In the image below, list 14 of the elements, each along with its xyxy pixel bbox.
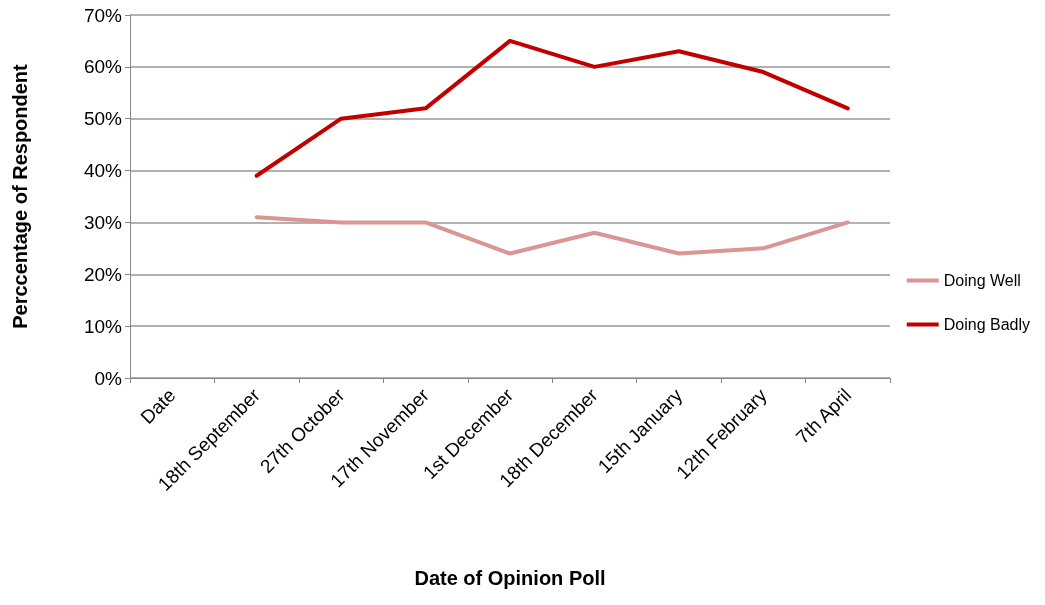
y-axis-title: Perccentage of Respondent	[9, 63, 31, 329]
y-tick-label: 40%	[83, 160, 123, 182]
y-tick-label: 20%	[83, 263, 123, 285]
x-axis-title: Date of Opinion Poll	[414, 567, 606, 589]
line-series	[254, 215, 850, 256]
legend-label: Doing Well	[943, 272, 1021, 289]
y-tick-label: 10%	[83, 315, 123, 337]
y-tick-label: 0%	[94, 367, 123, 389]
y-tick-label: 50%	[83, 108, 123, 130]
legend-label: Doing Badly	[943, 316, 1031, 333]
y-tick-label: 60%	[83, 56, 123, 78]
line-series	[254, 38, 850, 178]
y-tick-label: 30%	[83, 211, 123, 233]
y-tick-label: 70%	[83, 4, 123, 26]
